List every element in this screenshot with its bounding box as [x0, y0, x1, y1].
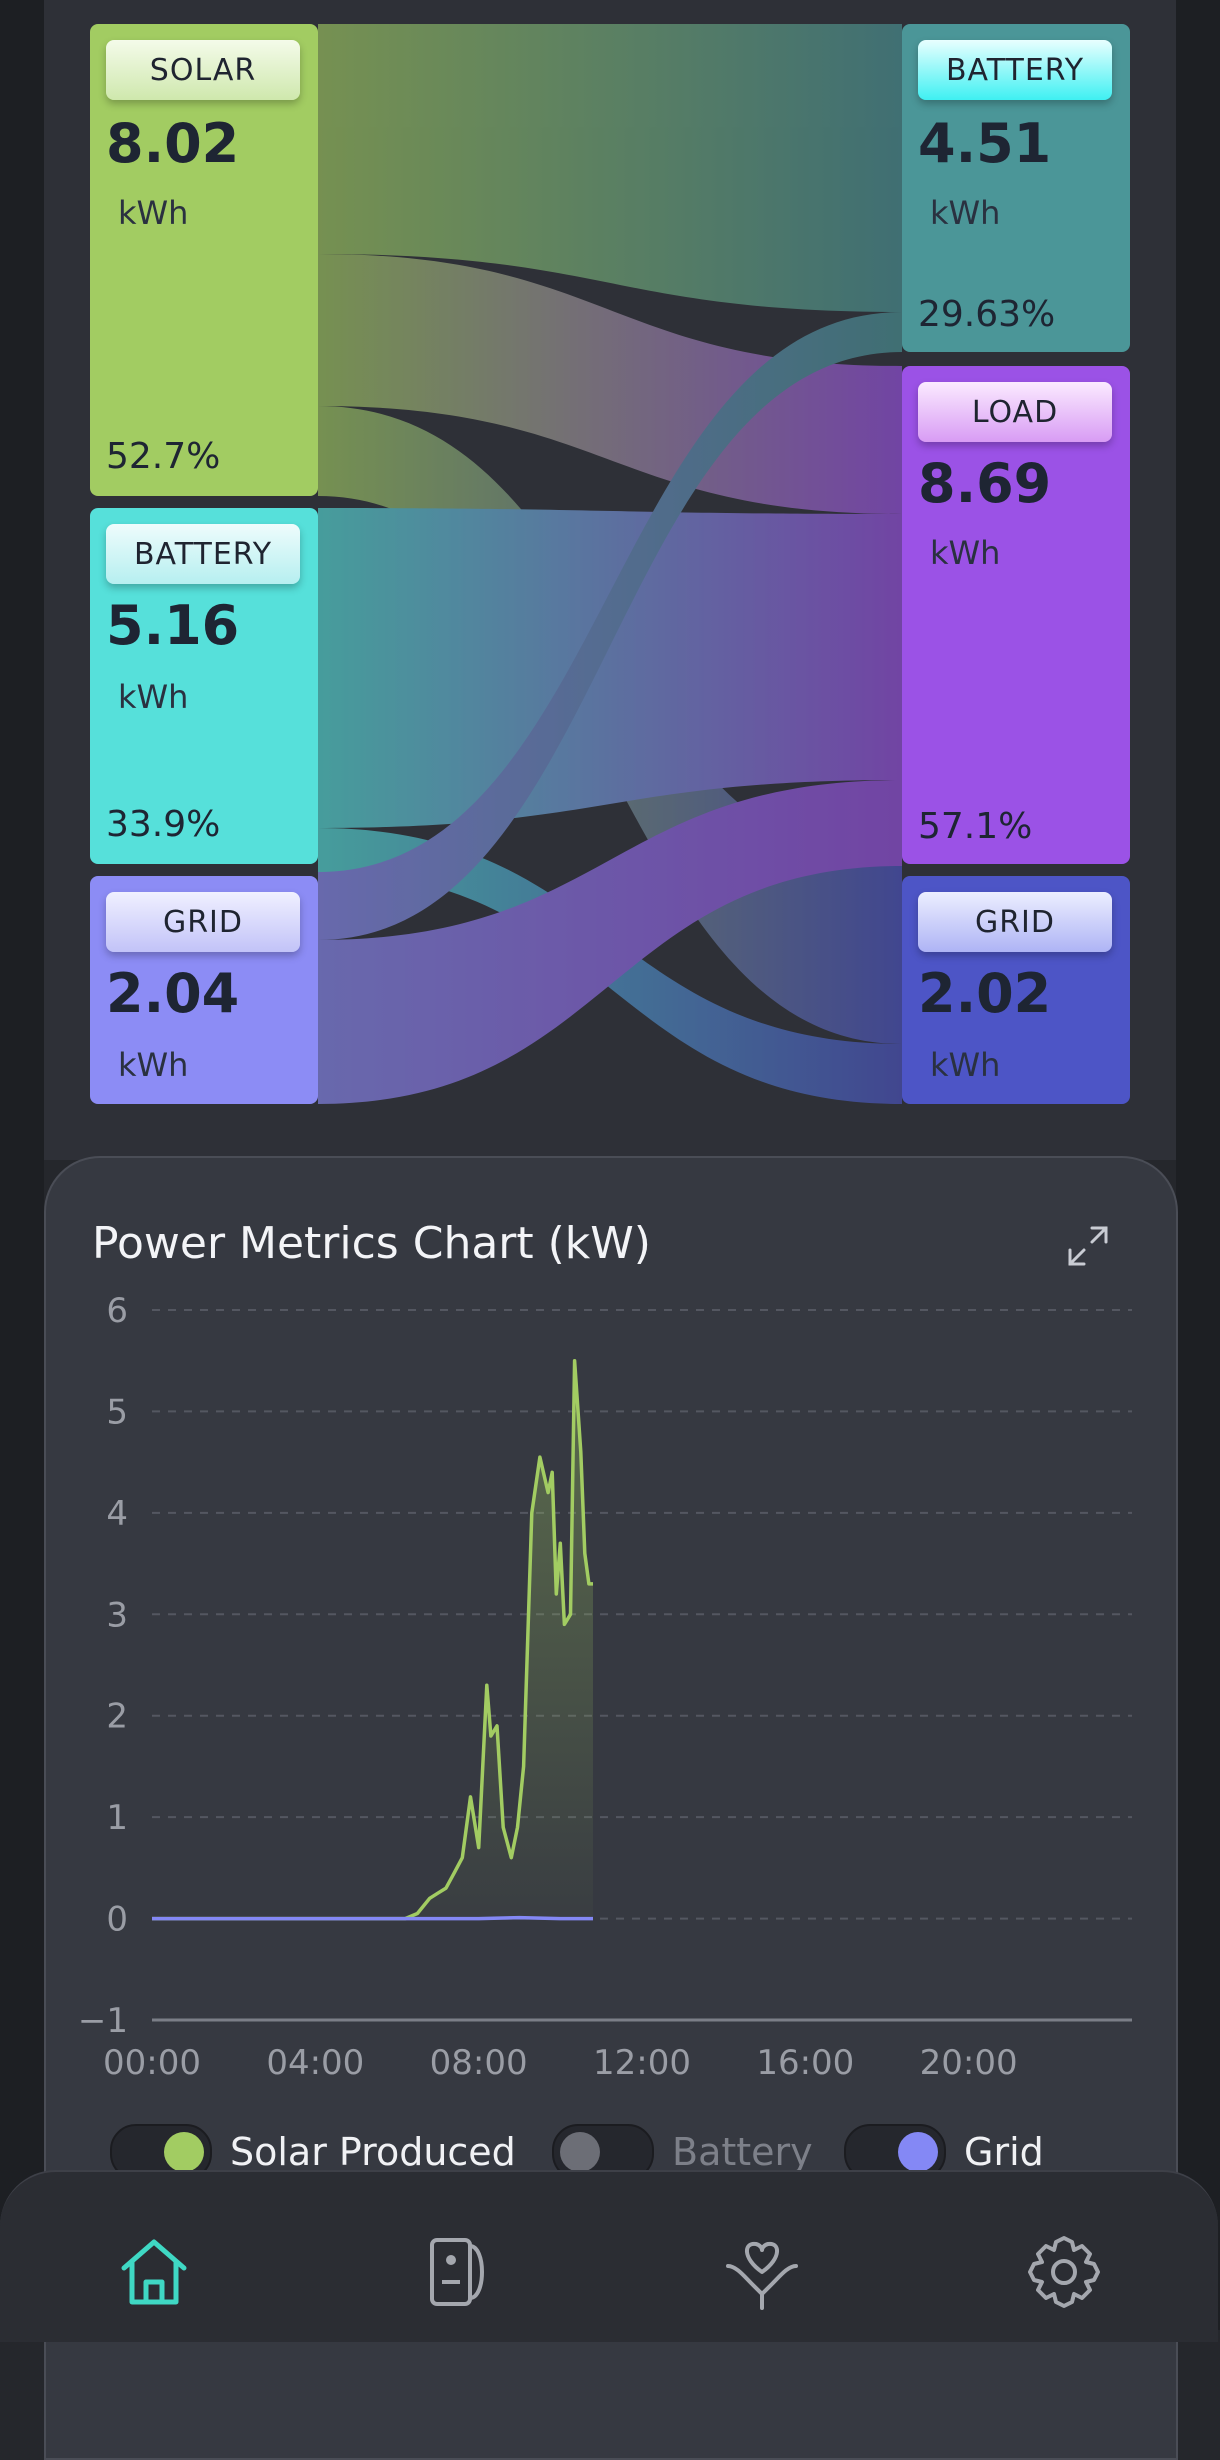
y-tick-label: 3 [106, 1595, 128, 1635]
flow-solar-to-load [318, 254, 902, 514]
source-node-solar[interactable] [90, 24, 318, 496]
power-metrics-chart: 6 5 4 3 2 1 0 −100:00 04:00 08:00 12:00 16:00 20:00 [80, 1291, 1132, 2083]
heart-hand-icon[interactable] [722, 2232, 802, 2312]
flow-battery-to-load [318, 508, 902, 828]
energy-flow-diagram [318, 24, 902, 1104]
source-badge-grid: GRID [106, 892, 300, 952]
target-value-grid: 2.02 [918, 962, 1052, 1025]
y-tick-label: 5 [106, 1392, 128, 1432]
source-percent-battery: 33.9% [106, 804, 221, 845]
bottom-nav [0, 2170, 1218, 2342]
grid-toggle-knob [898, 2132, 938, 2172]
source-value-grid: 2.04 [106, 962, 240, 1025]
x-tick-label: 04:00 [266, 2043, 364, 2083]
target-unit-load: kWh [930, 534, 1001, 572]
target-badge-grid: GRID [918, 892, 1112, 952]
battery-toggle-knob [560, 2132, 600, 2172]
source-percent-solar: 52.7% [106, 436, 221, 477]
y-tick-label: 2 [106, 1697, 128, 1737]
y-tick-label: 6 [106, 1291, 128, 1331]
x-tick-label: 16:00 [756, 2043, 854, 2083]
gear-icon[interactable] [1024, 2232, 1104, 2312]
target-percent-load: 57.1% [918, 806, 1033, 847]
target-badge-load: LOAD [918, 382, 1112, 442]
grid-line [152, 1915, 593, 1921]
target-unit-grid: kWh [930, 1046, 1001, 1084]
flow-grid-to-load [318, 780, 902, 1104]
home-icon[interactable] [114, 2232, 194, 2312]
x-tick-label: 08:00 [430, 2043, 528, 2083]
y-tick-label: 0 [106, 1900, 128, 1940]
solar-line [152, 1358, 593, 1921]
target-value-load: 8.69 [918, 452, 1052, 515]
source-value-solar: 8.02 [106, 112, 240, 175]
source-badge-solar: SOLAR [106, 40, 300, 100]
x-tick-label: 20:00 [920, 2043, 1018, 2083]
solar-toggle-knob [164, 2132, 204, 2172]
chart-title: Power Metrics Chart (kW) [92, 1218, 651, 1269]
source-unit-solar: kWh [118, 194, 189, 232]
source-unit-grid: kWh [118, 1046, 189, 1084]
x-tick-label: 12:00 [593, 2043, 691, 2083]
x-tick-label: 00:00 [103, 2043, 201, 2083]
expand-icon[interactable] [1064, 1222, 1112, 1270]
source-unit-battery: kWh [118, 678, 189, 716]
target-percent-battery: 29.63% [918, 294, 1056, 335]
flow-grid-to-battery [318, 312, 902, 940]
flow-solar-to-battery [318, 24, 902, 312]
inverter-icon[interactable] [420, 2232, 500, 2312]
target-value-battery: 4.51 [918, 112, 1052, 175]
target-unit-battery: kWh [930, 194, 1001, 232]
legend-label-solar: Solar Produced [230, 2130, 516, 2174]
legend-solar[interactable]: Solar Produced [110, 2124, 516, 2180]
legend-label-grid: Grid [964, 2130, 1044, 2174]
y-tick-label: −1 [80, 2001, 128, 2041]
source-value-battery: 5.16 [106, 594, 240, 657]
y-tick-label: 1 [106, 1798, 128, 1838]
target-node-load[interactable] [902, 366, 1130, 864]
source-badge-battery: BATTERY [106, 524, 300, 584]
legend-label-battery: Battery [672, 2130, 813, 2174]
target-badge-battery: BATTERY [918, 40, 1112, 100]
right-edge [1176, 0, 1220, 2330]
left-edge [0, 0, 44, 2330]
y-tick-label: 4 [106, 1494, 128, 1534]
